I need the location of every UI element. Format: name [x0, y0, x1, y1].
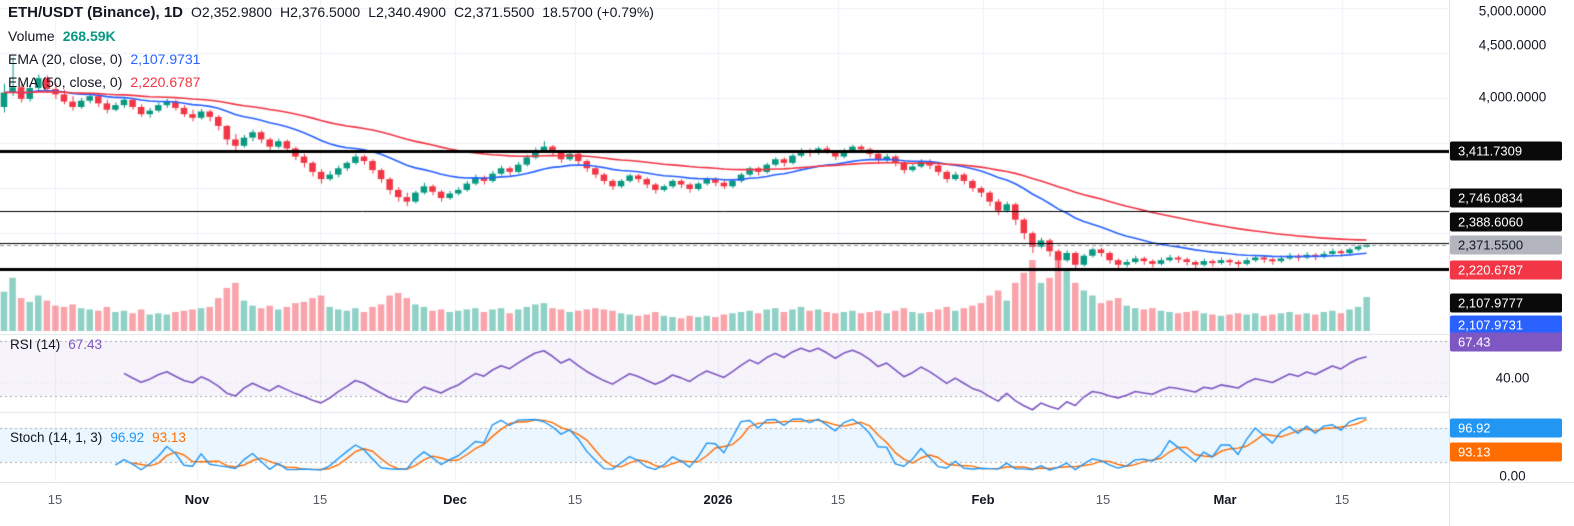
chart-legend: ETH/USDT (Binance), 1D O2,352.9800 H2,37… [8, 4, 654, 97]
time-axis-tick: Nov [184, 492, 210, 507]
ema50-label: EMA (50, close, 0) [8, 74, 123, 90]
price-axis-badge: 2,746.0834 [1450, 188, 1562, 208]
ema50-value: 2,220.6787 [130, 74, 201, 90]
time-axis-tick: 15 [1334, 492, 1350, 507]
symbol-row[interactable]: ETH/USDT (Binance), 1D O2,352.9800 H2,37… [8, 4, 654, 21]
rsi-legend[interactable]: RSI (14) 67.43 [10, 337, 102, 352]
price-axis-label: 4,500.0000 [1478, 37, 1547, 53]
time-axis-tick: 15 [1095, 492, 1111, 507]
price-axis-badge: 67.43 [1450, 332, 1562, 352]
price-axis-label: 40.00 [1495, 370, 1530, 386]
stoch-d-value: 93.13 [152, 430, 186, 445]
time-axis-tick: Mar [1213, 492, 1237, 507]
stoch-legend[interactable]: Stoch (14, 1, 3) 96.92 93.13 [10, 430, 186, 445]
time-axis[interactable]: 15 Nov 15 Dec 15 2026 15 Feb 15 Mar 15 [0, 482, 1449, 526]
stoch-label: Stoch (14, 1, 3) [10, 430, 103, 445]
price-axis-label: 4,000.0000 [1478, 89, 1547, 105]
price-chart-canvas[interactable] [0, 0, 1449, 482]
ema20-value: 2,107.9731 [130, 51, 201, 67]
price-axis-badge: 96.92 [1450, 418, 1562, 438]
price-axis-badge: 3,411.7309 [1450, 141, 1562, 161]
time-axis-tick: Feb [971, 492, 995, 507]
ohlc-close: C2,371.5500 [454, 4, 535, 20]
volume-value: 268.59K [62, 28, 116, 44]
price-axis-badge: 2,220.6787 [1450, 260, 1562, 280]
ema20-row[interactable]: EMA (20, close, 0) 2,107.9731 [8, 51, 654, 67]
stoch-k-value: 96.92 [110, 430, 145, 445]
ohlc-low: L2,340.4900 [368, 4, 447, 20]
axis-corner [1449, 482, 1574, 526]
symbol-title: ETH/USDT (Binance), 1D [8, 4, 184, 21]
ema20-label: EMA (20, close, 0) [8, 51, 123, 67]
time-axis-tick: 15 [312, 492, 328, 507]
price-axis-badge: 2,371.5500 [1450, 235, 1562, 255]
price-axis-badge: 2,388.6060 [1450, 212, 1562, 232]
price-axis[interactable]: 5,000.0000 4,500.0000 4,000.0000 40.00 0.00 3… [1449, 0, 1574, 484]
volume-row[interactable]: Volume 268.59K [8, 28, 654, 44]
price-axis-label: 0.00 [1499, 468, 1526, 484]
ohlc-high: H2,376.5000 [280, 4, 361, 20]
price-change: 18.5700 (+0.79%) [542, 4, 654, 20]
time-axis-tick: 15 [567, 492, 583, 507]
rsi-value: 67.43 [68, 337, 103, 352]
time-axis-tick: 15 [47, 492, 63, 507]
volume-label: Volume [8, 28, 55, 44]
price-axis-badge: 2,107.9731 [1450, 315, 1562, 335]
time-axis-tick: Dec [443, 492, 467, 507]
price-axis-label: 5,000.0000 [1478, 3, 1547, 19]
time-axis-tick: 2026 [703, 492, 733, 507]
time-axis-tick: 15 [830, 492, 846, 507]
price-axis-badge: 93.13 [1450, 442, 1562, 462]
price-axis-badge: 2,107.9777 [1450, 293, 1562, 313]
ohlc-open: O2,352.9800 [191, 4, 272, 20]
ema50-row[interactable]: EMA (50, close, 0) 2,220.6787 [8, 74, 654, 90]
rsi-label: RSI (14) [10, 337, 61, 352]
